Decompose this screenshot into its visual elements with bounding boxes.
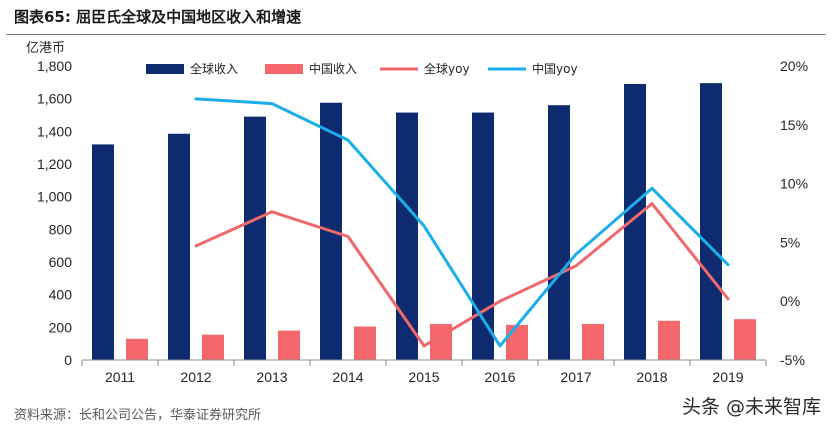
bar-china [582,324,604,360]
y2-axis-ticks: -5% 0% 5% 10% 15% 20% [780,58,808,368]
y-tick-label: 400 [49,287,73,303]
x-axis: 2011 2012 2013 2014 2015 2016 2017 2018 2019 [81,359,767,385]
y-tick-label: 1,200 [37,156,72,172]
y-axis-unit-label: 亿港币 [26,41,65,56]
y2-tick-label: 10% [780,176,808,192]
line-global-yoy [194,202,730,348]
y-tick-label: 800 [49,221,73,237]
bar-global [396,112,418,360]
bar-china [354,326,376,360]
y-tick-label: 600 [49,254,73,270]
legend: 全球收入 中国收入 全球yoy 中国yoy [146,61,578,76]
bar-global [168,133,190,360]
y-axis-ticks: 0 200 400 600 800 1,000 1,200 1,400 1,600 1,800 [37,58,72,368]
y-tick-label: 1,600 [37,91,72,107]
legend-label: 中国收入 [309,61,357,76]
bar-global [472,112,494,360]
bars [92,83,756,361]
y-tick-label: 1,000 [37,189,72,205]
y2-tick-label: 20% [780,58,808,74]
x-tick-label: 2011 [105,369,135,385]
x-tick-label: 2013 [256,369,287,385]
bar-china [734,319,756,360]
y-tick-label: 1,800 [37,58,72,74]
bar-china [506,324,528,360]
bar-global [700,83,722,361]
x-tick-label: 2017 [560,369,591,385]
legend-label: 中国yoy [532,61,578,76]
watermark: 头条 @未来智库 [681,396,821,418]
y-tick-label: 0 [64,352,72,368]
x-tick-label: 2014 [332,369,363,385]
x-tick-label: 2018 [636,369,667,385]
bar-global [624,83,646,360]
y2-tick-label: 15% [780,117,808,133]
y2-tick-label: -5% [780,352,805,368]
x-tick-label: 2019 [712,369,743,385]
bar-china [202,334,224,360]
legend-swatch [146,64,184,74]
y-tick-label: 200 [49,319,73,335]
bar-global [92,144,114,360]
bar-global [244,116,266,360]
legend-label: 全球yoy [424,61,470,76]
y-tick-label: 1,400 [37,123,72,139]
lines [194,97,730,348]
legend-label: 全球收入 [190,61,238,76]
y2-tick-label: 0% [780,293,800,309]
source-note: 资料来源：长和公司公告，华泰证券研究所 [14,408,262,423]
legend-swatch [265,64,303,74]
x-tick-label: 2016 [484,369,515,385]
x-tick-label: 2012 [180,369,211,385]
bar-china [126,338,148,360]
x-tick-label: 2015 [408,369,439,385]
y2-tick-label: 5% [780,234,800,250]
bar-china [658,320,680,360]
line-china-yoy [194,97,730,348]
bar-global [548,105,570,360]
chart-title: 图表65: 屈臣氏全球及中国地区收入和增速 [14,8,302,26]
title-divider [6,34,826,35]
bar-china [278,330,300,360]
